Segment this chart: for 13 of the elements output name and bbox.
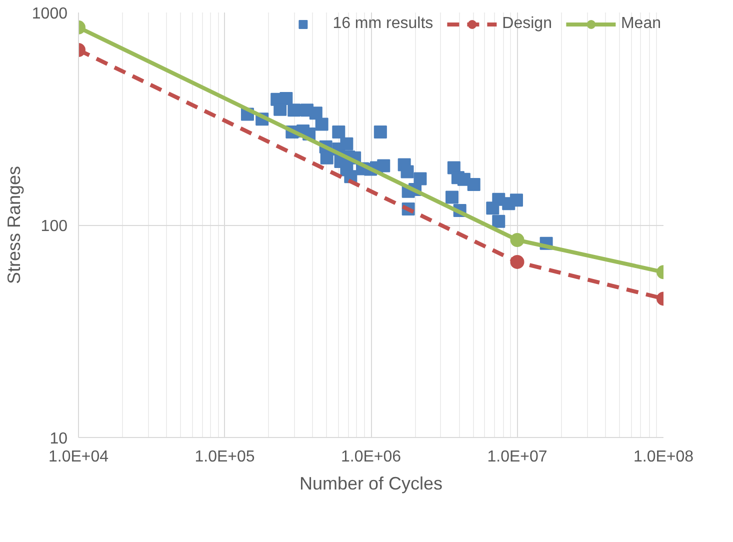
legend-label: Mean [620, 15, 661, 33]
y-tick-label: 100 [40, 218, 68, 235]
y-tick-label: 1000 [32, 6, 68, 22]
x-tick-label: 1.0E+08 [633, 448, 694, 466]
x-tick-label: 1.0E+06 [340, 448, 402, 466]
legend-label: 16 mm results [332, 15, 434, 33]
x-tick-label: 1.0E+04 [48, 448, 109, 466]
x-axis-title: Number of Cycles [299, 474, 443, 494]
x-tick-label: 1.0E+07 [487, 448, 548, 466]
y-axis-title: Stress Ranges [4, 166, 24, 284]
x-tick-label: 1.0E+05 [194, 448, 255, 466]
y-tick-label: 10 [50, 430, 68, 448]
legend-label: Design [502, 15, 552, 33]
